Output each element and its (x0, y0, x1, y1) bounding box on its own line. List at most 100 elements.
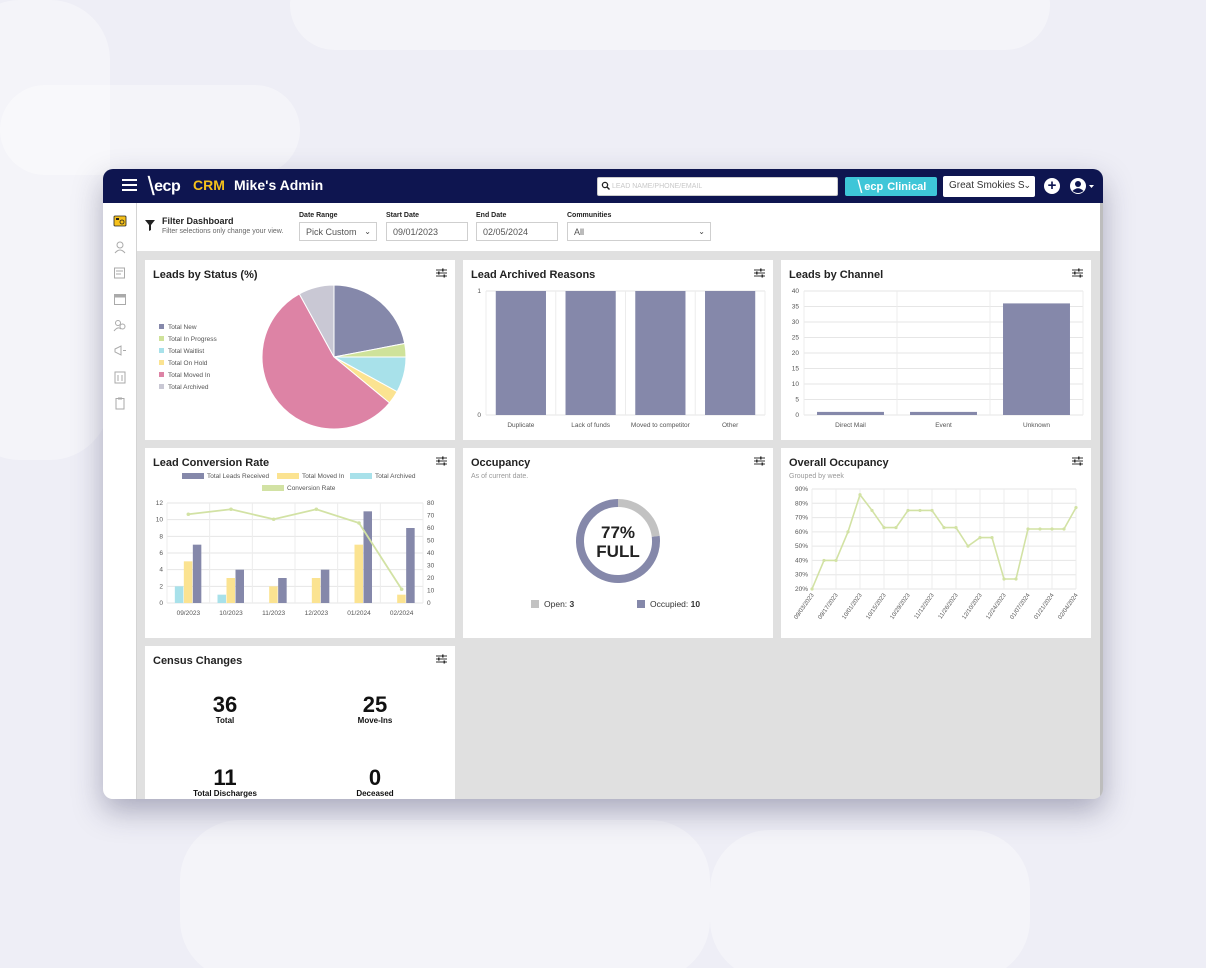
bar (269, 586, 278, 603)
legend-swatch (159, 372, 164, 377)
line-point (186, 512, 191, 517)
chart-settings-icon[interactable] (436, 268, 447, 278)
x-tick-label: 12/10/2023 (961, 592, 984, 621)
legend-swatch (159, 336, 164, 341)
line-point (990, 535, 994, 540)
line-point (894, 525, 898, 530)
census-total-label: Total (215, 716, 235, 725)
y-tick-label: 0 (159, 600, 163, 607)
donut-segment (576, 499, 660, 583)
line-point (846, 530, 850, 534)
y-tick-label: 5 (795, 397, 799, 404)
end-date-input[interactable]: 02/05/2024 (476, 222, 558, 241)
x-tick-label: 12/2023 (305, 610, 329, 617)
user-account-icon[interactable] (1069, 177, 1097, 195)
line-point (314, 507, 319, 512)
communities-select[interactable]: All ⌄ (567, 222, 711, 241)
people-search-icon[interactable] (113, 318, 127, 332)
x-tick-label: 11/12/2023 (914, 592, 936, 620)
chart-settings-icon[interactable] (754, 456, 765, 466)
y-tick-label: 90% (795, 486, 808, 493)
x-tick-label: Moved to competitor (631, 422, 691, 429)
search-icon (601, 181, 610, 190)
ecp-logo[interactable]: ╲ecp (145, 178, 181, 195)
dashboard-icon[interactable] (113, 214, 127, 228)
search-input[interactable] (612, 179, 832, 194)
ecp-clinical-button[interactable]: ╲ ecp Clinical (845, 177, 937, 196)
x-tick-label: 02/2024 (390, 610, 414, 617)
building-icon[interactable] (113, 370, 127, 384)
background-shape (180, 820, 710, 968)
line-point (1062, 527, 1066, 531)
chart-settings-icon[interactable] (436, 456, 447, 466)
x-tick-label: Duplicate (507, 422, 534, 429)
bar (278, 578, 287, 603)
clipboard-icon[interactable] (113, 396, 127, 410)
legend-label: Total Moved In (302, 473, 345, 480)
line-point (906, 508, 910, 513)
community-selected-value: Great Smokies S (949, 180, 1025, 191)
calendar-icon[interactable] (113, 292, 127, 306)
line-point (271, 517, 276, 522)
legend-label: Total New (168, 324, 197, 331)
date-range-select[interactable]: Pick Custom ⌄ (299, 222, 377, 241)
chart-settings-icon[interactable] (1072, 268, 1083, 278)
y-tick-label: 2 (159, 583, 163, 590)
y-tick-label: 20 (792, 350, 800, 357)
line-point (1050, 527, 1054, 531)
legend-swatch (350, 473, 372, 479)
x-tick-label: Event (935, 422, 952, 429)
filter-icon (145, 220, 155, 231)
background-shape (290, 0, 1050, 50)
chevron-down-icon: ⌄ (1023, 180, 1031, 190)
census-changes-card: Census Changes 36 Total 25 Move-Ins 11 T… (145, 646, 455, 799)
clinical-logo-text: ecp (864, 180, 884, 193)
y-tick-label: 40% (795, 557, 808, 564)
x-tick-label: 02/04/2024 (1057, 592, 1080, 621)
leads-channel-bar-chart: 0 5 10 15 20 25 30 35 40 Direct Mail Event Unknown (792, 288, 1084, 429)
add-button[interactable]: + (1044, 178, 1060, 194)
pie-slice (298, 284, 335, 358)
y-tick-label: 30% (795, 572, 808, 579)
y-tick-label: 25 (792, 335, 800, 342)
bar (183, 561, 193, 603)
line-point (882, 525, 886, 530)
chart-settings-icon[interactable] (754, 268, 765, 278)
census-discharges-label: Total Discharges (193, 789, 257, 798)
donut-segment (617, 499, 660, 538)
card-title: Leads by Channel (789, 269, 884, 281)
vertical-scrollbar[interactable] (1100, 203, 1103, 799)
bar (226, 578, 235, 603)
chart-settings-icon[interactable] (1072, 456, 1083, 466)
line-point (942, 525, 946, 530)
background-shape (710, 830, 1030, 968)
line-point (1026, 527, 1030, 531)
census-discharges-value: 11 (213, 765, 237, 790)
leads-by-status-card: Leads by Status (%) Total New Total In Pr… (145, 260, 455, 440)
x-tick-label: Direct Mail (835, 422, 866, 429)
y-tick-label: 8 (159, 533, 163, 540)
legend-swatch (277, 473, 299, 479)
megaphone-icon[interactable] (113, 344, 127, 358)
person-icon[interactable] (113, 240, 127, 254)
search-box[interactable] (597, 177, 838, 196)
chevron-down-icon: ⌄ (698, 227, 705, 236)
line-point (822, 558, 826, 563)
legend-occupied: Occupied: 10 (650, 599, 700, 609)
y-tick-label: 0 (795, 412, 799, 419)
bar (397, 594, 406, 603)
hamburger-menu-icon[interactable] (122, 179, 137, 191)
legend-swatch (637, 600, 645, 608)
overall-occupancy-line-chart: 20% 30% 40% 50% 60% 70% 80% 90% 09/03/2023 09/17/… (793, 486, 1080, 621)
notes-icon[interactable] (113, 266, 127, 280)
chart-settings-icon[interactable] (436, 654, 447, 664)
end-date-label: End Date (476, 212, 507, 219)
x-tick-label: Lack of funds (571, 422, 610, 429)
census-total-value: 36 (212, 692, 238, 717)
community-select[interactable]: Great Smokies S ⌄ (943, 176, 1035, 197)
census-moveins-value: 25 (362, 692, 388, 717)
filter-subtitle: Filter selections only change your view. (162, 228, 284, 235)
start-date-input[interactable]: 09/01/2023 (386, 222, 468, 241)
y-tick-label: 0 (477, 412, 481, 419)
line-point (810, 587, 814, 591)
